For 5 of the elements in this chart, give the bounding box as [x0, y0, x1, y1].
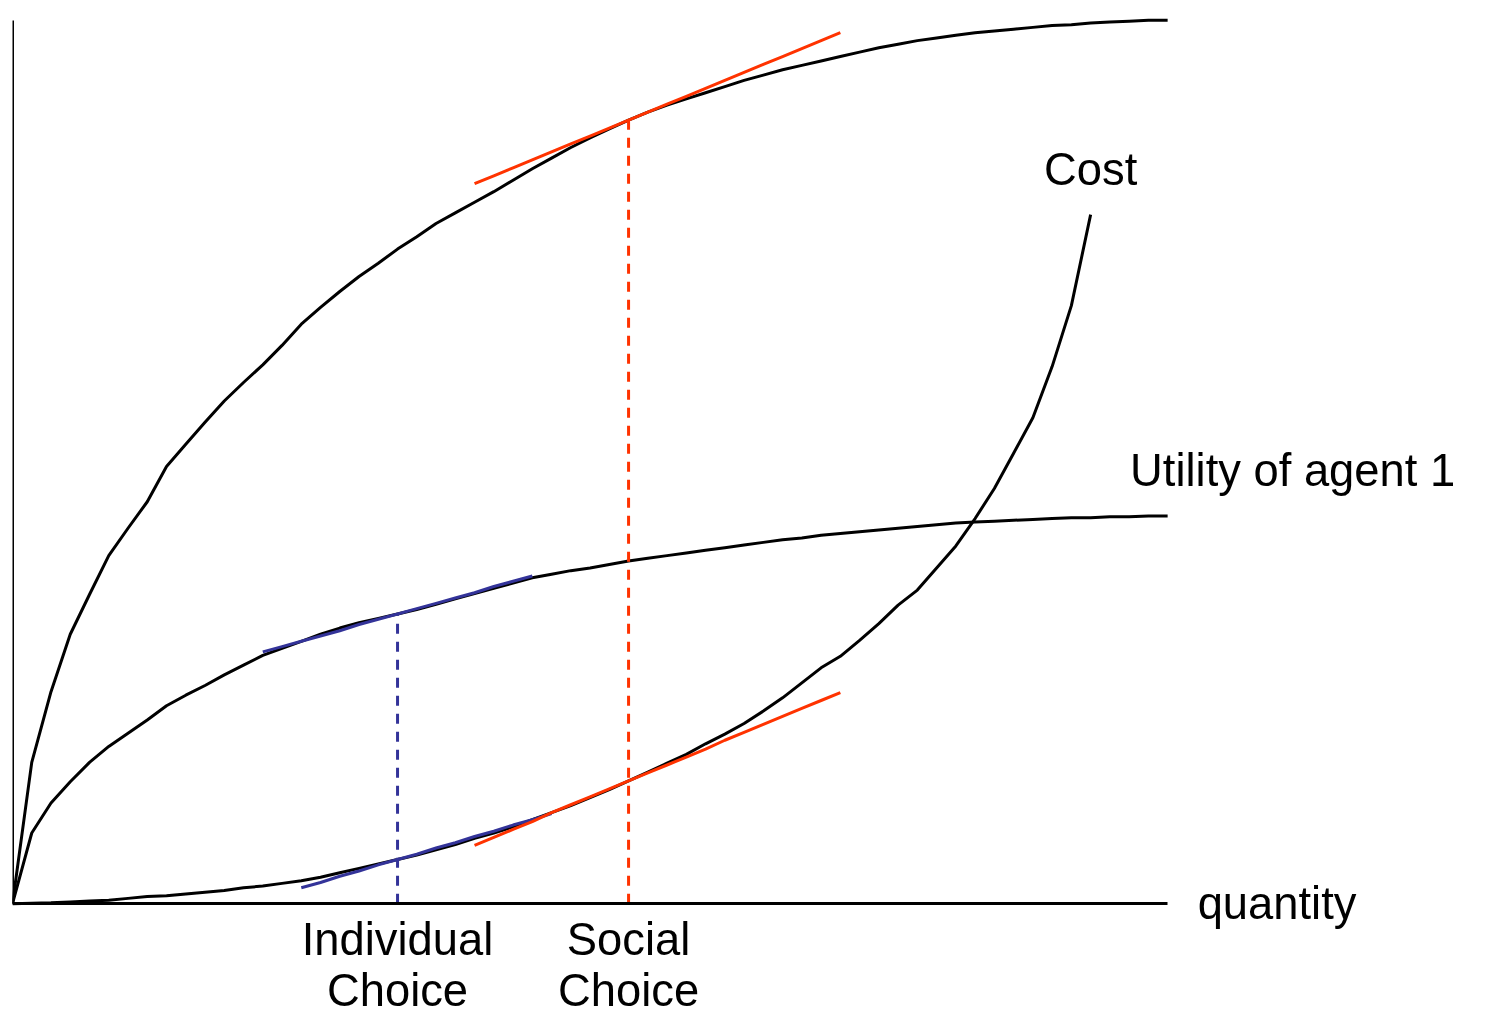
series-label: Utility of agent 1	[1130, 444, 1456, 496]
x-tick-label: Individual Choice	[301, 913, 494, 1016]
series-label: Cost	[1044, 143, 1138, 195]
x-axis-title: quantity	[1197, 878, 1357, 930]
x-tick-label: Social Choice	[558, 913, 700, 1016]
